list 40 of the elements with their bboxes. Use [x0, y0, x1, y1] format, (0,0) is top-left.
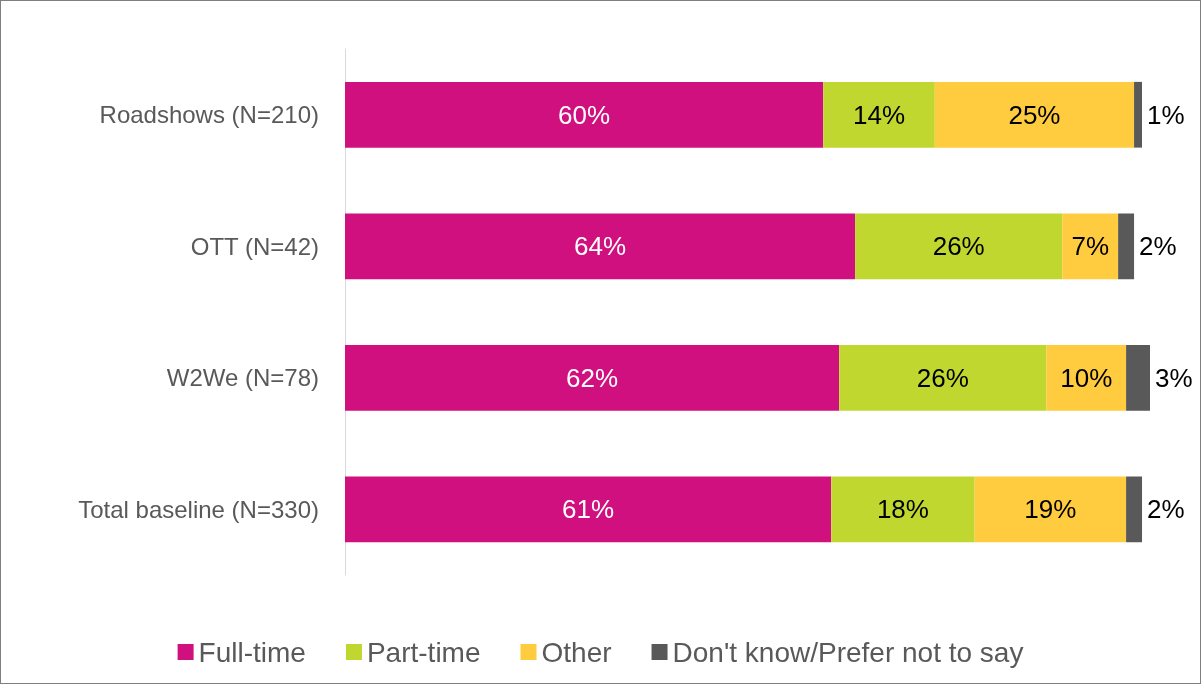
- data-label: 25%: [1008, 99, 1061, 130]
- bar: [974, 476, 1127, 543]
- data-label: 3%: [1155, 362, 1193, 393]
- bar: [934, 81, 1135, 148]
- data-label: 18%: [876, 494, 929, 525]
- bar: [823, 81, 935, 148]
- y-tick-label: OTT (N=42): [190, 232, 319, 260]
- bar: [855, 213, 1063, 280]
- bar: [345, 81, 824, 148]
- bar: [345, 476, 832, 543]
- data-label: 26%: [916, 362, 969, 393]
- data-label: 19%: [1024, 494, 1077, 525]
- legend-label: Other: [541, 636, 612, 668]
- bar: [345, 213, 856, 280]
- data-label: 1%: [1147, 99, 1185, 130]
- legend-label: Full-time: [198, 636, 306, 668]
- bar: [1046, 344, 1127, 411]
- legend-label: Part-time: [366, 636, 481, 668]
- data-label: 64%: [574, 231, 627, 262]
- bar: [1062, 213, 1119, 280]
- data-label: 10%: [1060, 362, 1113, 393]
- bar: [1118, 213, 1135, 280]
- bar: [839, 344, 1047, 411]
- y-tick-label: Roadshows (N=210): [99, 101, 319, 129]
- bar: [831, 476, 975, 543]
- bar: [345, 344, 840, 411]
- data-label: 14%: [852, 99, 906, 130]
- bar: [1134, 81, 1143, 148]
- data-label: 7%: [1071, 231, 1110, 262]
- bar: [1126, 344, 1150, 411]
- data-label: 2%: [1147, 494, 1185, 525]
- data-label: 61%: [562, 494, 615, 525]
- y-tick-label: Total baseline (N=330): [78, 495, 319, 523]
- data-label: 2%: [1139, 231, 1177, 262]
- data-label: 62%: [566, 362, 619, 393]
- legend-label: Don't know/Prefer not to say: [672, 636, 1024, 668]
- bar: [1126, 476, 1143, 543]
- data-label: 26%: [932, 231, 985, 262]
- data-label: 60%: [558, 99, 611, 130]
- y-tick-label: W2We (N=78): [166, 364, 319, 392]
